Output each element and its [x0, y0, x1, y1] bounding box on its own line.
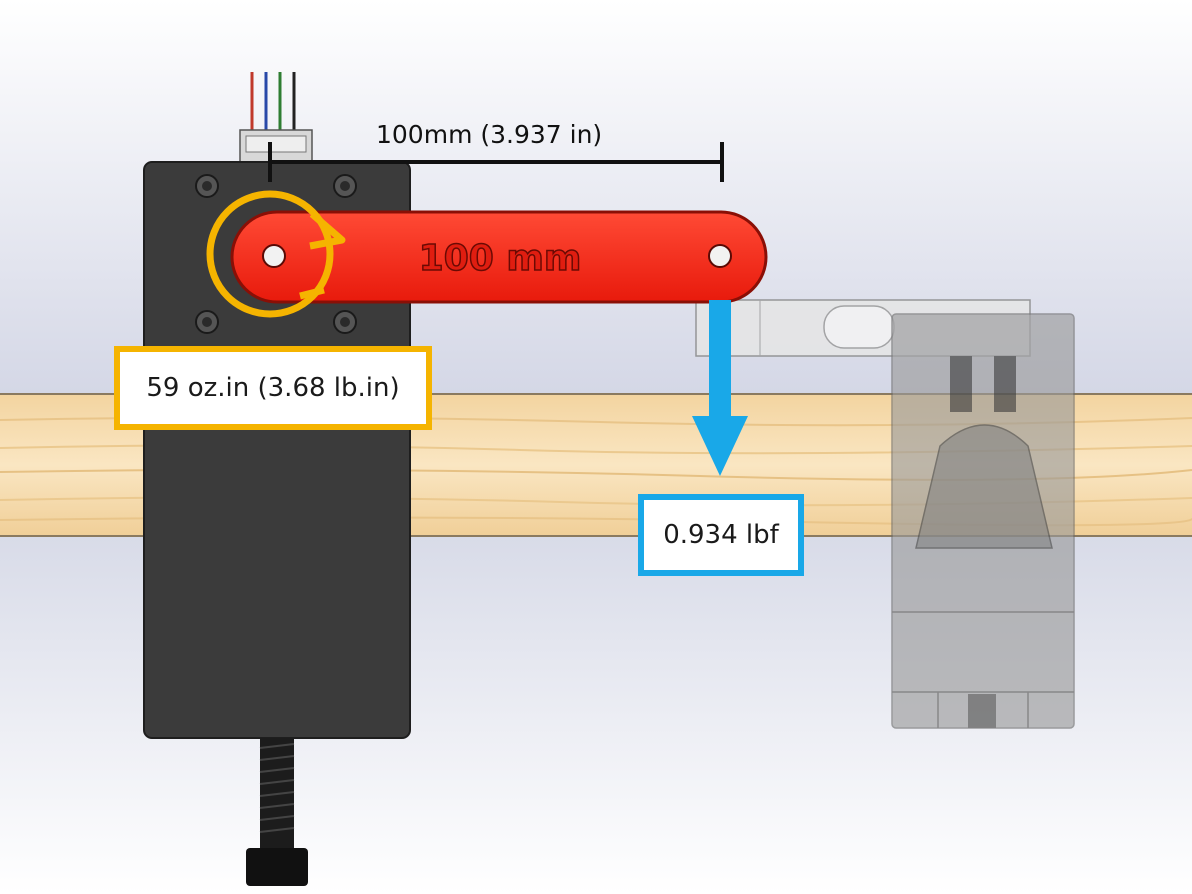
force-arrow-icon	[692, 300, 748, 476]
servo-wires	[239, 72, 313, 165]
dimension-line-icon	[268, 142, 724, 182]
bottom-screw	[246, 738, 308, 886]
torque-rotation-icon	[206, 190, 346, 318]
force-callout: 0.934 lbf	[638, 494, 804, 576]
load-cell	[695, 299, 1075, 729]
force-value: 0.934 lbf	[663, 520, 779, 550]
torque-callout: 59 oz.in (3.68 lb.in)	[114, 346, 432, 430]
dimension-label: 100mm (3.937 in)	[376, 120, 603, 149]
arm-label: 100 mm	[419, 238, 582, 279]
torque-value: 59 oz.in (3.68 lb.in)	[146, 373, 400, 403]
servo-arm: 100 mm	[230, 210, 768, 304]
